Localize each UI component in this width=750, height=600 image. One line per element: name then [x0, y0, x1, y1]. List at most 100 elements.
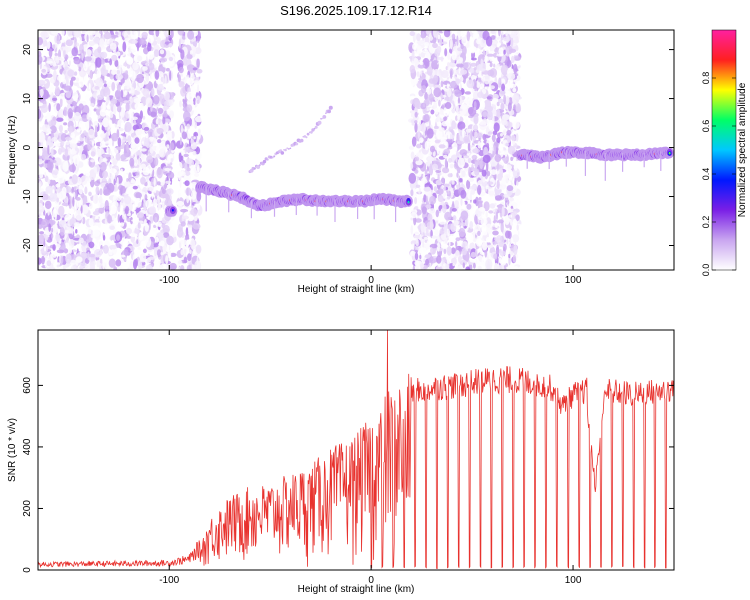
noise-blob — [457, 96, 461, 104]
noise-blob — [185, 158, 193, 165]
noise-blob — [128, 210, 131, 215]
noise-blob — [159, 264, 164, 268]
noise-blob — [421, 85, 427, 94]
noise-blob — [73, 154, 80, 165]
noise-blob — [115, 259, 122, 267]
noise-blob — [448, 158, 453, 163]
noise-blob — [415, 184, 421, 188]
noise-blob — [488, 122, 492, 127]
noise-blob — [51, 168, 59, 179]
noise-blob — [437, 34, 441, 40]
noise-blob — [56, 103, 61, 112]
noise-blob — [490, 169, 498, 176]
noise-blob — [189, 50, 193, 55]
noise-blob — [506, 185, 514, 192]
noise-blob — [494, 222, 498, 229]
noise-blob — [75, 258, 79, 266]
noise-blob — [459, 149, 468, 156]
noise-blob — [467, 157, 472, 164]
noise-blob — [183, 56, 188, 66]
noise-blob — [168, 56, 174, 62]
noise-blob — [191, 46, 197, 54]
noise-blob — [135, 192, 143, 199]
noise-blob — [115, 73, 124, 80]
noise-blob — [196, 203, 201, 211]
noise-blob — [74, 66, 79, 71]
noise-blob — [87, 140, 93, 151]
signal-blob — [171, 209, 174, 212]
noise-blob — [133, 98, 141, 104]
noise-blob — [48, 121, 52, 125]
noise-blob — [54, 157, 62, 166]
noise-blob — [501, 83, 506, 92]
noise-blob — [190, 239, 196, 250]
noise-blob — [408, 172, 417, 184]
noise-blob — [125, 206, 130, 215]
noise-blob — [109, 225, 115, 230]
noise-blob — [486, 181, 494, 185]
noise-blob — [506, 239, 509, 245]
noise-blob — [46, 101, 49, 106]
noise-blob — [69, 143, 77, 149]
faint-trace-dot — [327, 109, 331, 114]
noise-blob — [113, 178, 116, 186]
noise-blob — [169, 252, 177, 257]
noise-blob — [486, 142, 490, 149]
noise-blob — [498, 77, 502, 89]
noise-blob — [424, 169, 428, 176]
noise-blob — [145, 236, 152, 248]
noise-blob — [185, 227, 189, 237]
noise-blob — [153, 253, 158, 259]
noise-blob — [148, 221, 151, 231]
noise-blob — [86, 34, 89, 43]
noise-blob — [194, 173, 200, 177]
noise-blob — [462, 128, 465, 138]
faint-trace-dot — [289, 147, 292, 150]
noise-blob — [424, 140, 429, 151]
noise-blob — [484, 86, 491, 90]
noise-blob — [113, 104, 117, 115]
noise-blob — [55, 183, 61, 188]
noise-blob — [71, 186, 74, 193]
noise-blob — [64, 148, 69, 158]
noise-blob — [46, 60, 53, 64]
noise-blob — [93, 164, 100, 174]
noise-blob — [38, 182, 41, 193]
noise-blob — [411, 243, 415, 251]
noise-blob — [425, 204, 432, 209]
noise-blob — [112, 195, 118, 203]
noise-blob — [125, 188, 134, 195]
noise-blob — [139, 253, 147, 263]
noise-blob — [78, 103, 84, 111]
noise-blob — [511, 140, 516, 145]
noise-blob — [467, 142, 471, 152]
noise-blob — [444, 158, 448, 168]
noise-blob — [55, 57, 60, 64]
faint-trace-dot — [305, 136, 308, 139]
noise-blob — [49, 125, 57, 134]
figure-title: S196.2025.109.17.12.R14 — [280, 3, 432, 18]
noise-blob — [103, 41, 108, 46]
noise-blob — [132, 185, 138, 190]
noise-blob — [481, 75, 486, 82]
noise-blob — [60, 147, 66, 153]
noise-blob — [513, 156, 517, 163]
noise-blob — [51, 147, 54, 159]
noise-blob — [116, 69, 120, 75]
noise-blob — [472, 32, 480, 39]
noise-blob — [118, 31, 122, 37]
noise-blob — [140, 240, 145, 251]
noise-blob — [146, 155, 154, 164]
noise-blob — [140, 153, 145, 161]
noise-blob — [468, 177, 475, 182]
noise-blob — [190, 208, 198, 217]
noise-blob — [118, 128, 124, 132]
noise-blob — [432, 42, 438, 49]
noise-blob — [47, 145, 50, 155]
noise-blob — [153, 224, 157, 228]
noise-blob — [48, 48, 53, 58]
noise-blob — [444, 102, 452, 109]
noise-blob — [65, 253, 72, 264]
noise-blob — [414, 231, 421, 236]
noise-blob — [437, 195, 444, 203]
